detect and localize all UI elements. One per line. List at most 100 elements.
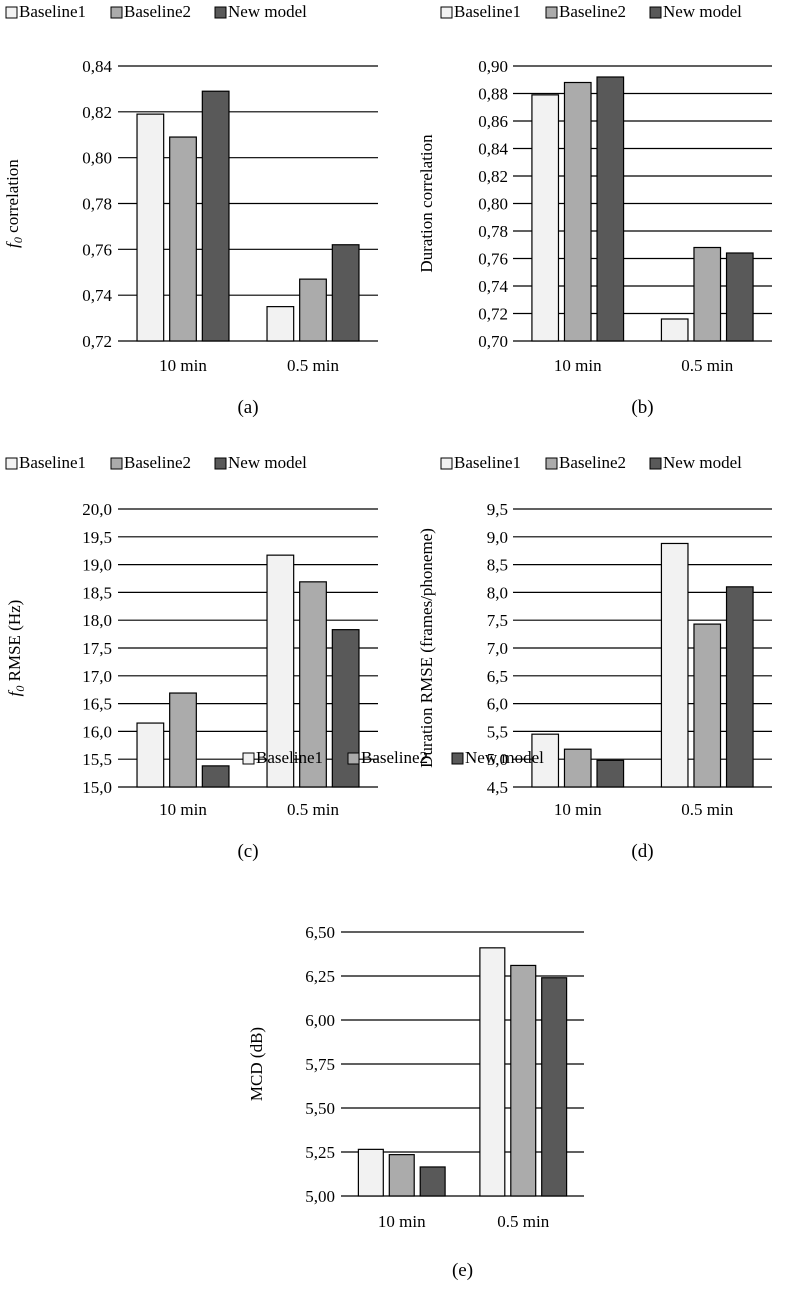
bar — [510, 964, 537, 1197]
bar — [266, 306, 295, 342]
bar — [563, 81, 592, 342]
bar — [541, 977, 568, 1197]
bar — [299, 581, 327, 788]
y-axis-label-rest: RMSE (Hz) — [5, 600, 24, 686]
legend-swatch-1 — [545, 6, 558, 19]
x-category-label: 10 min — [159, 356, 207, 375]
y-axis-label-var: f — [5, 689, 24, 696]
x-category-label: 10 min — [378, 1212, 426, 1231]
legend-swatch-0 — [5, 457, 18, 470]
x-category-label: 0.5 min — [287, 800, 339, 819]
y-tick-label: 5,0 — [487, 750, 508, 769]
bar — [419, 1166, 446, 1197]
bar — [660, 542, 689, 788]
y-tick-label: 5,75 — [305, 1055, 335, 1074]
y-tick-label: 0,72 — [478, 305, 508, 324]
y-tick-label: 5,25 — [305, 1143, 335, 1162]
legend-swatch-1 — [347, 752, 360, 765]
y-tick-label: 5,5 — [487, 722, 508, 741]
y-tick-label: 8,5 — [487, 556, 508, 575]
y-tick-label: 0,76 — [478, 250, 508, 269]
y-tick-label: 18,5 — [82, 583, 112, 602]
y-axis-label: f0 correlation — [3, 159, 25, 248]
legend-swatch-1 — [110, 6, 123, 19]
legend: Baseline1 Baseline2 New model — [242, 748, 544, 767]
y-tick-label: 16,0 — [82, 722, 112, 741]
legend: Baseline1 Baseline2 New model — [5, 453, 307, 472]
y-tick-label: 0,86 — [478, 112, 508, 131]
y-tick-label: 0,80 — [478, 195, 508, 214]
y-tick-label: 15,5 — [82, 750, 112, 769]
y-tick-label: 19,0 — [82, 556, 112, 575]
x-category-label: 10 min — [554, 356, 602, 375]
panel-label: (b) — [631, 397, 653, 418]
y-tick-label: 6,50 — [305, 923, 335, 942]
bar — [299, 278, 327, 342]
x-category-label: 10 min — [554, 800, 602, 819]
bar — [201, 765, 230, 788]
y-tick-label: 0,74 — [82, 286, 112, 305]
bar — [531, 733, 560, 788]
chart-panel-a: Baseline1 Baseline2 New model 0,72 0,74 0,76 0… — [3, 2, 378, 418]
bar — [531, 94, 560, 342]
bar — [357, 1148, 384, 1197]
y-axis-label: Duration correlation — [417, 134, 436, 273]
legend-label: Baseline2 — [559, 2, 626, 21]
chart-panel-b: Baseline1 Baseline2 New model 0,70 0,72 0,74 0… — [417, 2, 772, 418]
y-axis-label-rest: correlation — [3, 159, 22, 237]
bar — [169, 692, 197, 788]
y-tick-label: 0,82 — [478, 167, 508, 186]
legend-label: New model — [465, 748, 544, 767]
y-tick-label: 0,78 — [478, 222, 508, 241]
bar — [136, 722, 165, 788]
legend-label: Baseline2 — [559, 453, 626, 472]
legend-label: Baseline1 — [256, 748, 323, 767]
legend: Baseline1 Baseline2 New model — [440, 2, 742, 21]
y-tick-label: 0,76 — [82, 240, 112, 259]
bar — [266, 554, 295, 788]
y-axis-label-var: f — [3, 241, 22, 248]
bar — [660, 318, 689, 342]
legend-swatch-0 — [5, 6, 18, 19]
panel-label: (d) — [631, 841, 653, 862]
legend-swatch-1 — [110, 457, 123, 470]
y-tick-label: 17,5 — [82, 639, 112, 658]
legend-label: New model — [228, 453, 307, 472]
legend-swatch-2 — [214, 6, 227, 19]
panel-label: (a) — [237, 397, 258, 418]
chart-panel-c: Baseline1 Baseline2 New model 15,0 15,5 16,0 1… — [5, 453, 378, 862]
y-tick-label: 7,0 — [487, 639, 508, 658]
y-tick-label: 20,0 — [82, 500, 112, 519]
chart-panel-e: Baseline1 Baseline2 New model 5,00 5,25 5,50 5… — [242, 748, 584, 1281]
bar — [201, 90, 230, 342]
x-category-label: 10 min — [159, 800, 207, 819]
legend-label: Baseline2 — [124, 2, 191, 21]
legend-swatch-0 — [440, 457, 453, 470]
y-tick-label: 0,78 — [82, 195, 112, 214]
legend-label: Baseline1 — [454, 2, 521, 21]
y-tick-label: 0,70 — [478, 332, 508, 351]
legend-swatch-2 — [649, 6, 662, 19]
y-tick-label: 0,84 — [478, 140, 508, 159]
bar — [596, 759, 625, 788]
legend-swatch-0 — [242, 752, 255, 765]
x-category-label: 0.5 min — [497, 1212, 549, 1231]
legend-label: New model — [663, 453, 742, 472]
y-tick-label: 6,5 — [487, 667, 508, 686]
bar — [479, 947, 506, 1197]
legend-swatch-2 — [451, 752, 464, 765]
legend: Baseline1 Baseline2 New model — [440, 453, 742, 472]
x-category-label: 0.5 min — [681, 356, 733, 375]
y-axis-label: MCD (dB) — [247, 1027, 266, 1101]
y-tick-label: 17,0 — [82, 667, 112, 686]
bar — [331, 244, 360, 342]
y-tick-label: 0,72 — [82, 332, 112, 351]
legend-label: New model — [228, 2, 307, 21]
y-axis-label-sub: 0 — [13, 686, 27, 692]
legend-label: New model — [663, 2, 742, 21]
legend-label: Baseline2 — [361, 748, 428, 767]
chart-panel-d: Baseline1 Baseline2 New model 4,5 5,0 5,5 6,0 6… — [417, 453, 772, 862]
y-tick-label: 9,0 — [487, 528, 508, 547]
y-tick-label: 18,0 — [82, 611, 112, 630]
